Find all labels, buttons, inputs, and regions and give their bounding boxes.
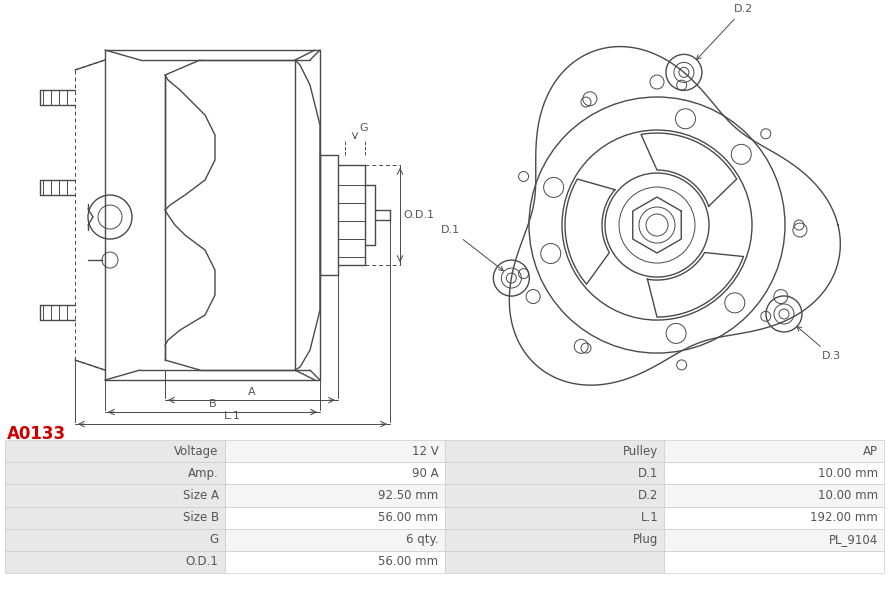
Bar xyxy=(5,507,225,529)
Text: A: A xyxy=(248,387,255,397)
Text: Plug: Plug xyxy=(633,533,658,547)
Bar xyxy=(444,462,664,485)
Bar xyxy=(225,529,444,551)
Text: D.2: D.2 xyxy=(697,4,753,60)
Text: B: B xyxy=(209,399,216,409)
Bar xyxy=(664,551,884,573)
Text: 56.00 mm: 56.00 mm xyxy=(379,511,438,524)
Text: L.1: L.1 xyxy=(224,411,241,421)
Text: 92.50 mm: 92.50 mm xyxy=(378,489,438,502)
Text: 6 qty.: 6 qty. xyxy=(406,533,438,547)
Bar xyxy=(664,440,884,462)
Text: 10.00 mm: 10.00 mm xyxy=(818,489,878,502)
Text: O.D.1: O.D.1 xyxy=(186,555,219,569)
Bar xyxy=(664,485,884,507)
Text: AP: AP xyxy=(863,445,878,458)
Bar xyxy=(5,440,225,462)
Bar xyxy=(444,485,664,507)
Bar xyxy=(5,529,225,551)
Text: 12 V: 12 V xyxy=(412,445,438,458)
Bar xyxy=(225,507,444,529)
Bar xyxy=(664,507,884,529)
Text: D.1: D.1 xyxy=(638,467,658,480)
Text: 90 A: 90 A xyxy=(412,467,438,480)
Text: G: G xyxy=(210,533,219,547)
Text: 56.00 mm: 56.00 mm xyxy=(379,555,438,569)
Text: Size A: Size A xyxy=(183,489,219,502)
Bar xyxy=(664,462,884,485)
Bar xyxy=(225,462,444,485)
Text: Size B: Size B xyxy=(182,511,219,524)
Bar xyxy=(5,462,225,485)
Text: Voltage: Voltage xyxy=(174,445,219,458)
Text: Pulley: Pulley xyxy=(623,445,658,458)
Text: 10.00 mm: 10.00 mm xyxy=(818,467,878,480)
Text: Amp.: Amp. xyxy=(188,467,219,480)
Bar xyxy=(225,485,444,507)
Text: A0133: A0133 xyxy=(7,425,66,443)
Text: 192.00 mm: 192.00 mm xyxy=(810,511,878,524)
Text: D.1: D.1 xyxy=(441,225,503,271)
Text: PL_9104: PL_9104 xyxy=(829,533,878,547)
Bar xyxy=(444,440,664,462)
Text: O.D.1: O.D.1 xyxy=(403,210,434,220)
Text: L.1: L.1 xyxy=(640,511,658,524)
Bar xyxy=(225,440,444,462)
Bar xyxy=(664,529,884,551)
Bar xyxy=(444,507,664,529)
Text: D.2: D.2 xyxy=(638,489,658,502)
Bar xyxy=(5,485,225,507)
Bar xyxy=(5,551,225,573)
Bar xyxy=(444,551,664,573)
Text: G: G xyxy=(359,123,368,133)
Bar xyxy=(225,551,444,573)
Text: D.3: D.3 xyxy=(797,327,841,361)
Bar xyxy=(444,529,664,551)
